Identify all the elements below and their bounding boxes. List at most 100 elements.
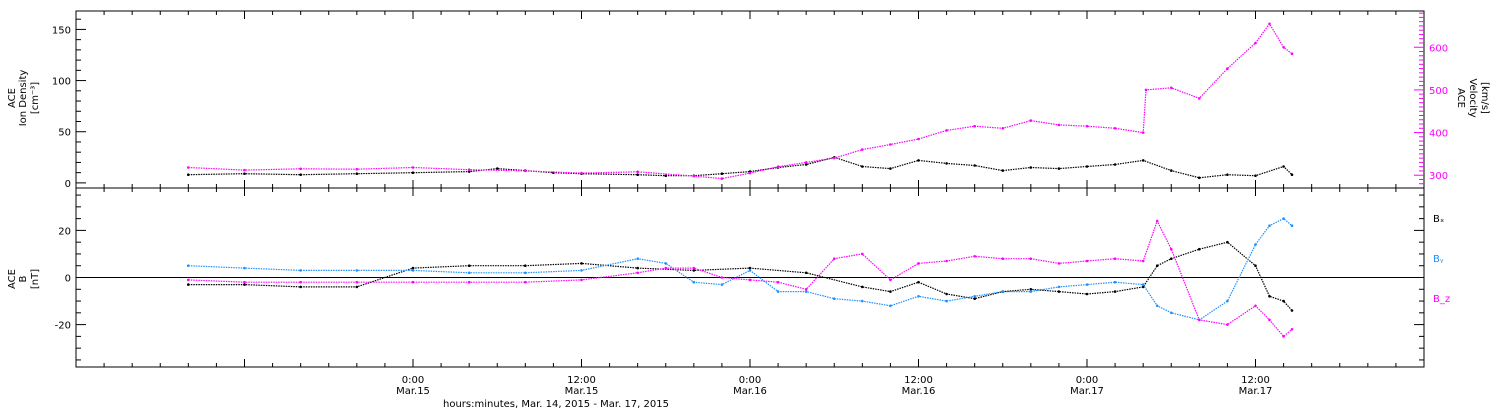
bz-point — [889, 278, 892, 282]
bx-point — [889, 290, 892, 293]
bx-point — [1170, 257, 1173, 261]
ion-density-point — [1290, 173, 1294, 176]
ion-density-point — [1198, 176, 1201, 180]
ion-density-point — [187, 173, 190, 176]
x-tick-label-time: 0:00 — [1076, 375, 1098, 386]
right-y-tick-label: 300 — [1429, 171, 1448, 182]
bx-point — [945, 292, 948, 296]
top-right-label-line2: Velocity — [1467, 78, 1478, 117]
by-point — [1254, 243, 1257, 246]
velocity-point — [1029, 119, 1033, 122]
velocity-point — [636, 170, 639, 174]
by-point — [776, 290, 780, 293]
ion-density-point — [1001, 169, 1005, 172]
velocity-point — [1141, 131, 1145, 134]
ion-density-point — [1254, 174, 1257, 177]
bx-point — [411, 266, 415, 270]
bz-point — [945, 259, 948, 263]
bx-point — [1155, 264, 1159, 268]
bx-point — [187, 283, 190, 286]
bx-point — [243, 283, 246, 286]
bx-point — [692, 269, 696, 272]
bz-point — [1057, 262, 1061, 265]
top-left-label-line2: Ion Density — [18, 70, 29, 127]
x-tick-label-date: Mar.17 — [1239, 386, 1273, 397]
by-point — [243, 266, 246, 270]
ion-density-point — [720, 172, 724, 175]
top-left-label-line1: ACE — [7, 88, 18, 108]
bx-point — [748, 266, 752, 270]
bx-point — [1290, 309, 1294, 312]
ion-density-point — [1170, 169, 1173, 172]
left-y-tick-label: 0 — [65, 179, 71, 190]
x-tick-label-date: Mar.16 — [733, 386, 767, 397]
by-point — [861, 299, 864, 303]
bx-point — [1226, 240, 1229, 244]
velocity-point — [1254, 41, 1257, 45]
by-point — [299, 269, 303, 272]
left-y-tick-label: -20 — [55, 321, 71, 332]
by-point — [833, 297, 836, 301]
bz-point — [355, 280, 359, 284]
bz-line — [188, 219, 1293, 338]
by-point — [411, 269, 415, 272]
bz-point — [411, 280, 415, 284]
left-y-tick-label: 0 — [65, 274, 71, 285]
ion-density-point — [299, 173, 303, 176]
ion-density-point — [1282, 165, 1285, 168]
by-point — [1085, 283, 1089, 286]
ion-density-point — [1113, 163, 1117, 166]
ion-density-point — [243, 172, 246, 175]
x-tick-label-date: Mar.16 — [902, 386, 936, 397]
left-y-tick-label: 150 — [52, 25, 71, 36]
velocity-point — [861, 148, 864, 151]
top-right-label-line3: [km/s] — [1479, 82, 1490, 114]
bz-point — [467, 280, 471, 284]
x-tick-label-time: 0:00 — [739, 375, 761, 386]
velocity-point — [692, 174, 696, 178]
bx-point — [1057, 290, 1061, 293]
velocity-point — [1001, 127, 1005, 130]
by-point — [692, 280, 696, 284]
ion-density-point — [467, 170, 471, 173]
x-tick-label-time: 12:00 — [904, 375, 933, 386]
bx-point — [1085, 292, 1089, 296]
by-point — [1170, 311, 1173, 315]
bx-point — [636, 266, 639, 270]
velocity-point — [776, 165, 780, 168]
by-point — [945, 299, 948, 303]
by-point — [917, 295, 920, 298]
by-point — [1226, 299, 1229, 303]
bz-point — [692, 266, 696, 270]
bottom-panel: 0:00Mar.1512:00Mar.150:00Mar.1612:00Mar.… — [55, 187, 1425, 397]
ion-density-point — [496, 167, 499, 170]
bz-point — [1141, 259, 1145, 263]
by-point — [580, 269, 583, 272]
bx-point — [804, 271, 808, 275]
by-point — [748, 269, 752, 272]
bx-point — [973, 297, 976, 301]
by-point — [720, 283, 724, 286]
by-point — [1268, 224, 1271, 227]
bz-point — [833, 257, 836, 261]
bz-point — [1282, 335, 1285, 338]
bx-point — [1141, 285, 1145, 289]
bz-point — [973, 254, 976, 258]
by-point — [973, 295, 976, 298]
x-tick-label-time: 12:00 — [567, 375, 596, 386]
bz-point — [243, 280, 246, 284]
velocity-point — [889, 143, 892, 146]
bx-point — [299, 285, 303, 289]
by-point — [1290, 224, 1294, 227]
by-point — [1029, 290, 1033, 293]
by-point — [1113, 280, 1117, 284]
top-right-label-line1: ACE — [1455, 88, 1466, 108]
velocity-point — [748, 171, 752, 175]
bx-line — [188, 241, 1293, 311]
velocity-point — [580, 171, 583, 175]
legend-by: Bᵧ — [1433, 254, 1444, 265]
x-tick-label-date: Mar.15 — [396, 386, 430, 397]
bx-point — [917, 280, 920, 284]
bz-point — [1254, 304, 1257, 308]
